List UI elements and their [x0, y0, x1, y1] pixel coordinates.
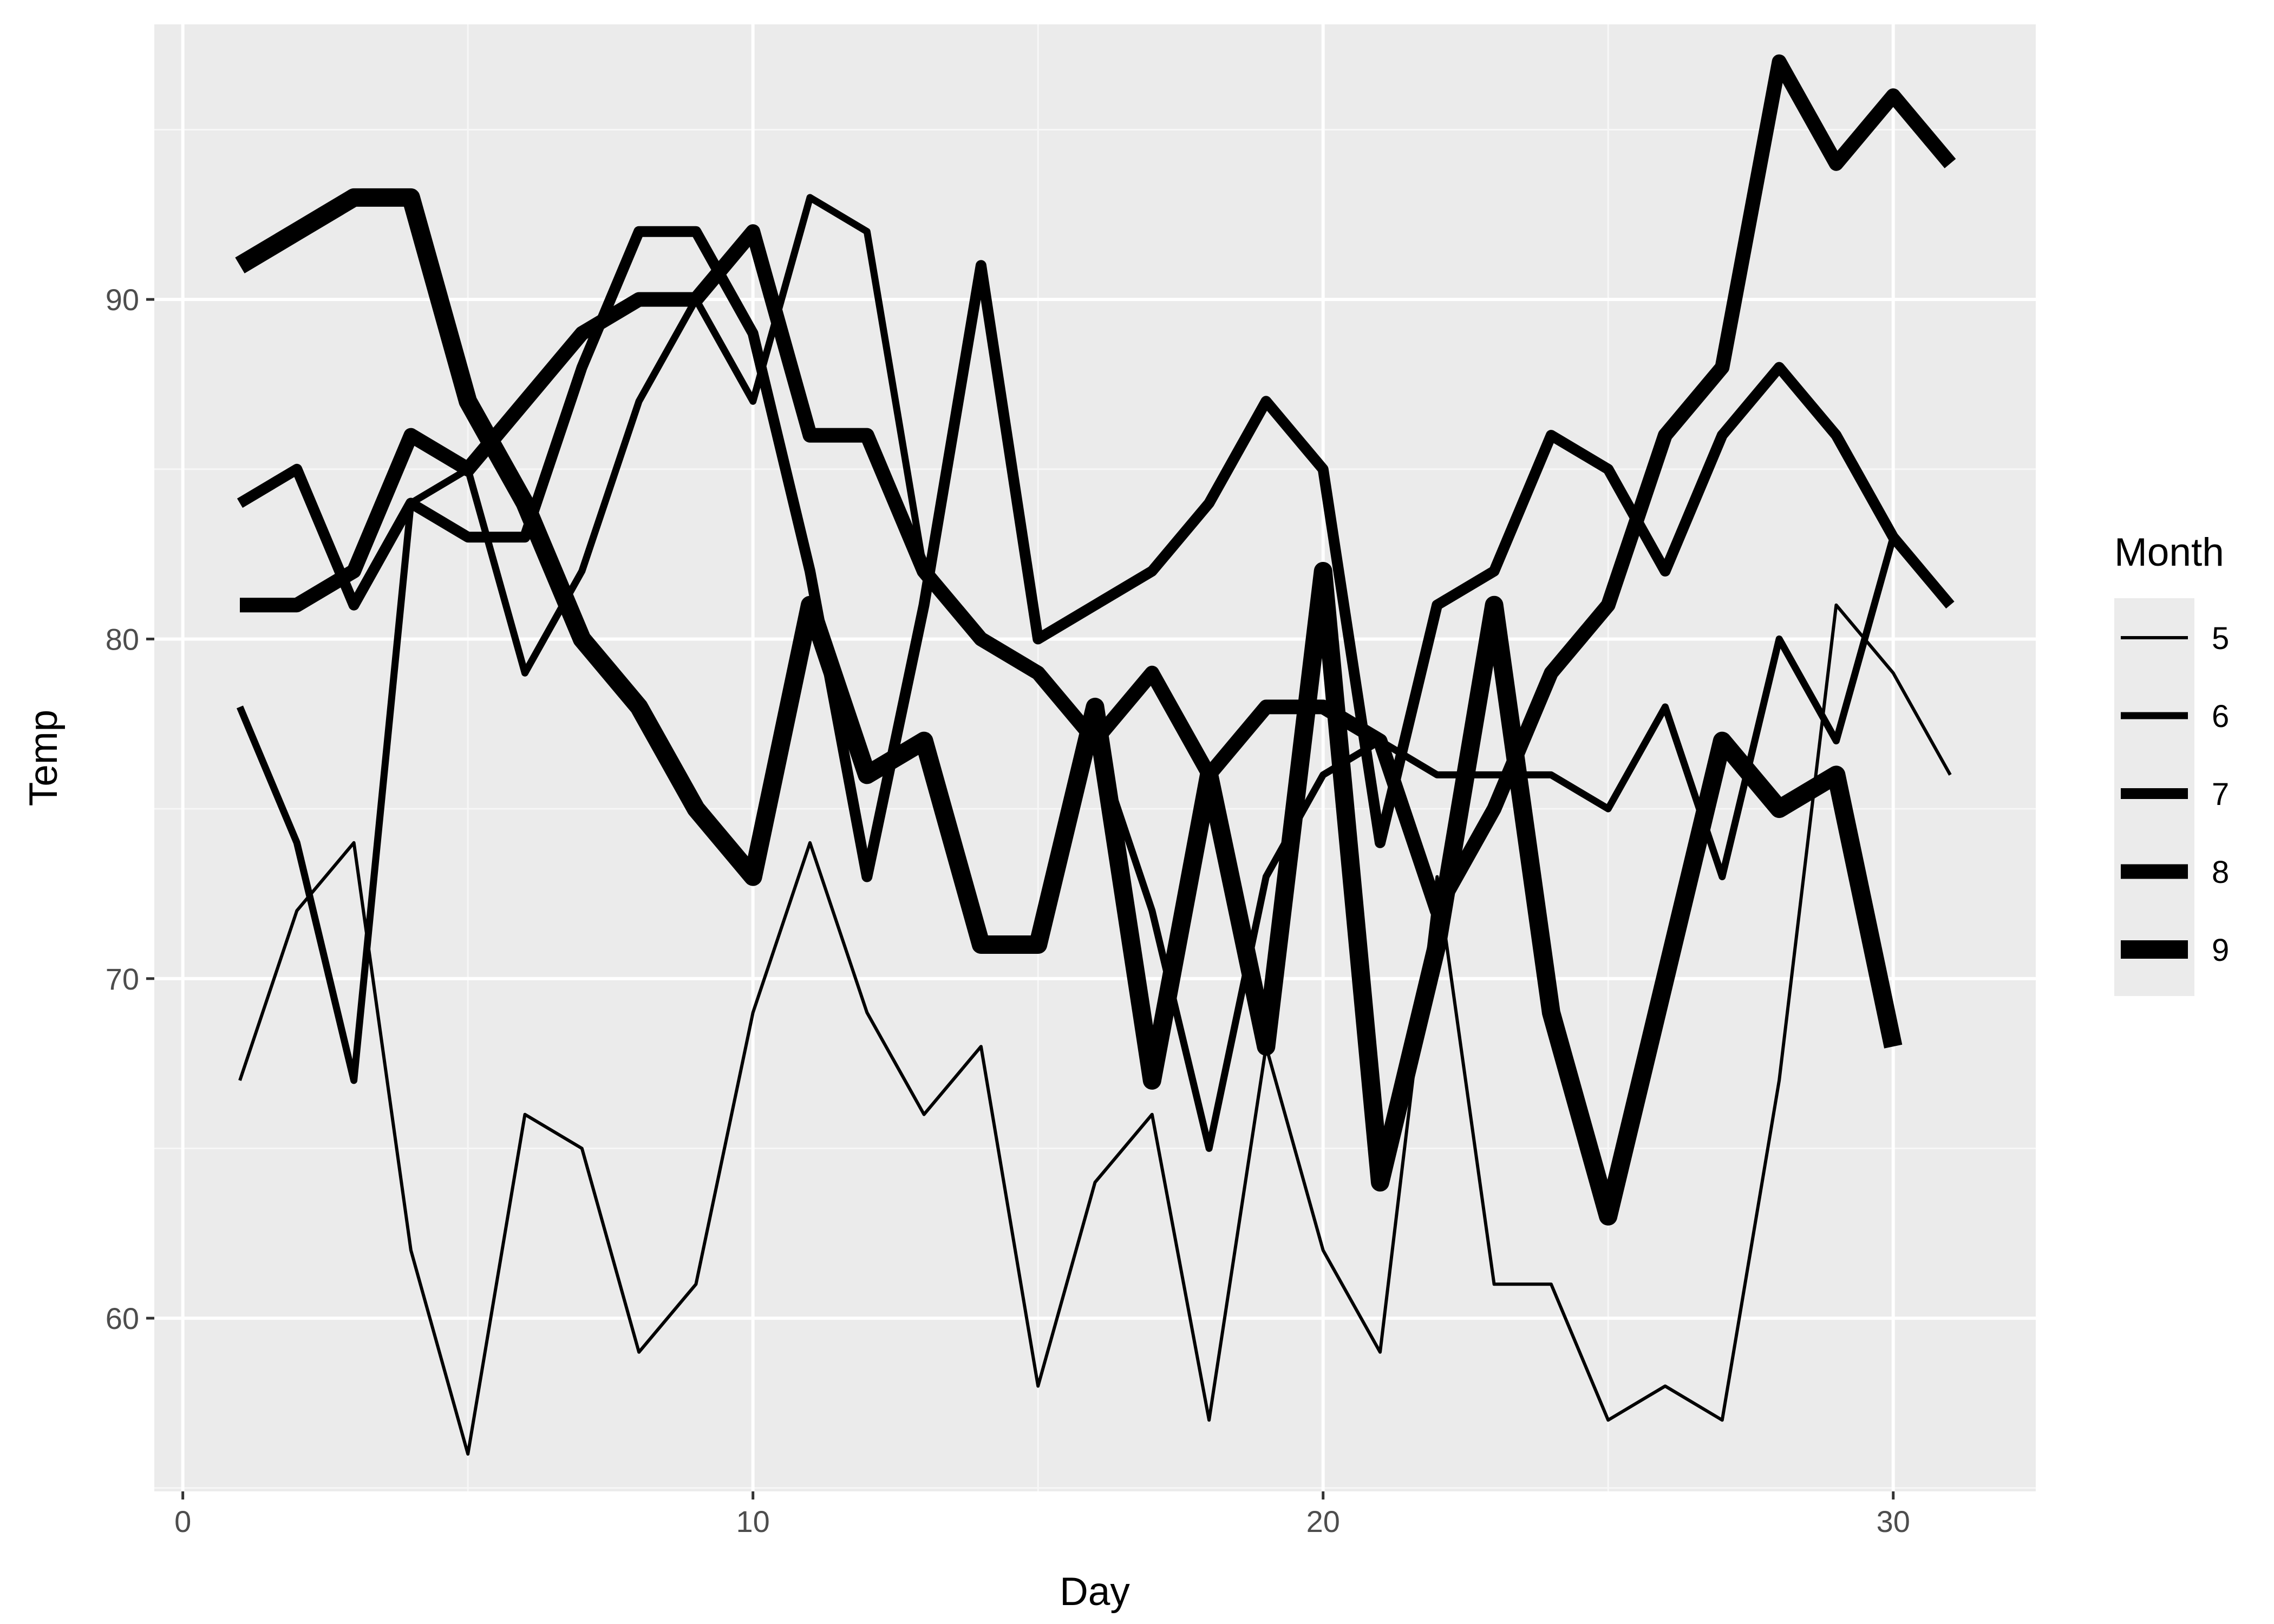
data-lines	[235, 54, 1956, 1456]
minor-gridlines	[154, 24, 2036, 1491]
x-tick-label: 20	[1306, 1504, 1340, 1538]
y-tick-label: 60	[106, 1301, 139, 1335]
legend: Month 5 6 7 8 9	[2114, 531, 2229, 996]
legend-title: Month	[2114, 531, 2224, 574]
y-tick-label: 90	[106, 283, 139, 317]
y-tick-label: 80	[106, 622, 139, 656]
x-tick-label: 10	[736, 1504, 770, 1538]
series-line-month-5	[238, 603, 1952, 1456]
x-tick-label: 30	[1877, 1504, 1910, 1538]
series-line-month-9	[235, 188, 1903, 1226]
legend-label: 9	[2212, 933, 2229, 968]
legend-label: 5	[2212, 621, 2229, 656]
legend-label: 6	[2212, 699, 2229, 734]
x-tick-label: 0	[174, 1504, 191, 1538]
legend-label: 7	[2212, 777, 2229, 812]
y-axis: 60 70 80 90	[106, 283, 154, 1335]
x-axis: 0 10 20 30	[174, 1491, 1910, 1538]
y-tick-label: 70	[106, 962, 139, 996]
x-axis-title: Day	[1060, 1570, 1130, 1614]
legend-label: 8	[2212, 855, 2229, 890]
series-line-month-7	[237, 226, 1955, 882]
y-axis-title: Temp	[22, 710, 66, 807]
